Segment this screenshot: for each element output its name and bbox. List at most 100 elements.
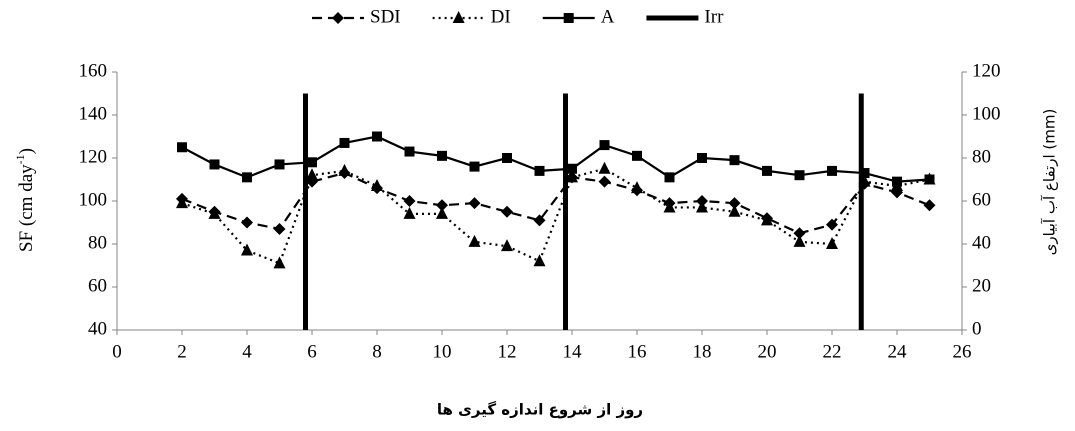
legend-label: A bbox=[601, 6, 615, 27]
marker bbox=[404, 146, 415, 157]
series-line bbox=[181, 171, 930, 235]
x-tick-label: 18 bbox=[693, 341, 712, 362]
x-tick-label: 0 bbox=[112, 341, 122, 362]
y2-tick-label: 120 bbox=[972, 60, 1001, 81]
x-tick-label: 22 bbox=[823, 341, 842, 362]
marker bbox=[533, 254, 546, 267]
legend-marker bbox=[563, 13, 574, 23]
marker bbox=[501, 205, 513, 218]
marker bbox=[826, 237, 838, 249]
marker bbox=[176, 196, 188, 209]
marker bbox=[923, 199, 936, 212]
marker bbox=[306, 168, 318, 181]
marker bbox=[208, 206, 221, 219]
y-tick-label: 60 bbox=[88, 275, 107, 296]
marker bbox=[567, 163, 577, 174]
y-tick-label: 80 bbox=[88, 232, 107, 253]
marker bbox=[533, 214, 546, 227]
marker bbox=[372, 131, 382, 142]
marker bbox=[761, 213, 773, 226]
series-line bbox=[181, 167, 930, 265]
x-tick-label: 8 bbox=[372, 341, 382, 362]
x-tick-label: 6 bbox=[307, 341, 317, 362]
legend-item: DI bbox=[432, 6, 511, 27]
marker bbox=[599, 140, 610, 151]
y2-axis-label: ارتفاع آب آبیاری (mm) bbox=[1041, 109, 1059, 256]
y-tick-label: 160 bbox=[79, 60, 108, 81]
legend-label: SDI bbox=[370, 6, 401, 27]
marker bbox=[827, 165, 837, 176]
x-tick-label: 26 bbox=[953, 341, 972, 362]
marker bbox=[632, 150, 642, 161]
marker bbox=[241, 243, 253, 256]
x-tick-label: 4 bbox=[242, 341, 252, 362]
legend-label: Irr bbox=[704, 6, 724, 27]
marker bbox=[826, 218, 838, 231]
y-tick-label: 100 bbox=[79, 189, 108, 210]
marker bbox=[793, 227, 806, 240]
marker bbox=[859, 168, 870, 179]
y2-tick-label: 20 bbox=[972, 275, 991, 296]
marker bbox=[892, 176, 902, 187]
marker bbox=[273, 222, 286, 235]
marker bbox=[696, 200, 708, 213]
marker bbox=[794, 170, 805, 181]
marker bbox=[371, 178, 383, 191]
marker bbox=[436, 199, 448, 212]
x-tick-label: 24 bbox=[888, 341, 908, 362]
y2-tick-label: 40 bbox=[972, 232, 991, 253]
marker bbox=[468, 197, 481, 210]
y-axis-label: SF (cm day-1) bbox=[13, 148, 38, 252]
marker bbox=[468, 234, 481, 247]
legend-marker bbox=[452, 11, 465, 23]
marker bbox=[793, 234, 806, 247]
marker bbox=[728, 204, 741, 217]
marker bbox=[566, 170, 578, 183]
marker bbox=[697, 153, 707, 163]
marker bbox=[274, 159, 285, 170]
y-tick-label: 140 bbox=[79, 103, 108, 124]
marker bbox=[403, 206, 416, 219]
y2-tick-label: 0 bbox=[972, 318, 982, 339]
marker bbox=[598, 175, 611, 188]
marker bbox=[729, 155, 740, 166]
marker bbox=[598, 161, 611, 174]
x-tick-label: 2 bbox=[177, 341, 187, 362]
y-label-end: ) bbox=[16, 148, 37, 154]
marker bbox=[242, 172, 252, 183]
y-tick-label: 40 bbox=[88, 318, 107, 339]
y2-tick-label: 80 bbox=[972, 146, 991, 167]
marker bbox=[631, 181, 643, 194]
marker bbox=[663, 200, 676, 213]
x-tick-label: 14 bbox=[563, 341, 583, 362]
marker bbox=[241, 216, 253, 229]
y2-tick-label: 100 bbox=[972, 103, 1001, 124]
marker bbox=[436, 206, 448, 219]
marker bbox=[924, 174, 935, 185]
marker bbox=[728, 197, 741, 210]
marker bbox=[339, 137, 350, 148]
marker bbox=[403, 195, 416, 207]
marker bbox=[338, 163, 351, 176]
marker bbox=[209, 159, 220, 170]
y-label-main: SF (cm day bbox=[16, 164, 37, 252]
marker bbox=[502, 153, 512, 163]
legend-label: DI bbox=[491, 6, 511, 27]
x-tick-label: 12 bbox=[498, 341, 517, 362]
x-tick-label: 16 bbox=[628, 341, 647, 362]
marker bbox=[664, 172, 675, 183]
x-tick-label: 10 bbox=[433, 341, 452, 362]
marker bbox=[534, 165, 545, 176]
legend-item: Irr bbox=[646, 6, 724, 27]
marker bbox=[501, 239, 513, 252]
marker bbox=[307, 157, 317, 168]
marker bbox=[273, 256, 286, 269]
marker bbox=[437, 150, 447, 161]
series-line bbox=[181, 135, 930, 183]
legend-marker bbox=[332, 12, 344, 24]
marker bbox=[469, 161, 480, 172]
x-axis-label: روز از شروع اندازه گیری ها bbox=[437, 401, 643, 419]
x-tick-label: 20 bbox=[758, 341, 777, 362]
legend-item: A bbox=[542, 6, 615, 27]
